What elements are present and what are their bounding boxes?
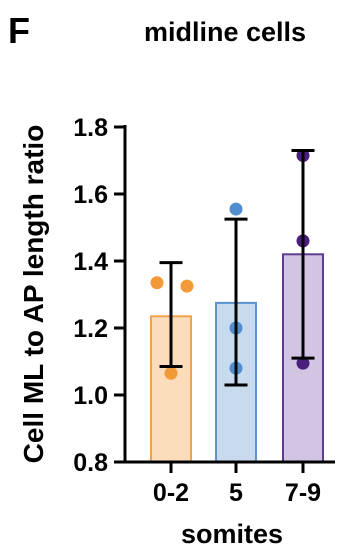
y-axis-label: Cell ML to AP length ratio: [18, 125, 49, 464]
x-tick-label: 7-9: [285, 479, 321, 507]
x-tick-label: 0-2: [153, 479, 189, 507]
y-tick-label: 1.8: [73, 114, 108, 142]
data-point: [165, 367, 178, 380]
panel-label: F: [8, 10, 30, 51]
data-point: [230, 203, 243, 216]
y-tick-label: 1.4: [73, 248, 108, 276]
data-point: [151, 276, 164, 289]
y-tick-label: 1.6: [73, 181, 108, 209]
y-tick-label: 1.2: [73, 315, 108, 343]
data-point: [181, 280, 194, 293]
x-tick-label: 5: [229, 479, 243, 507]
x-axis-label: somites: [181, 519, 283, 549]
plot-area: 0.8 1.0 1.2 1.4 1.6 1.8 0-2 5 7-9: [73, 114, 335, 507]
y-tick-label: 1.0: [73, 382, 108, 410]
chart-title: midline cells: [144, 17, 306, 47]
y-tick-label: 0.8: [73, 449, 108, 477]
